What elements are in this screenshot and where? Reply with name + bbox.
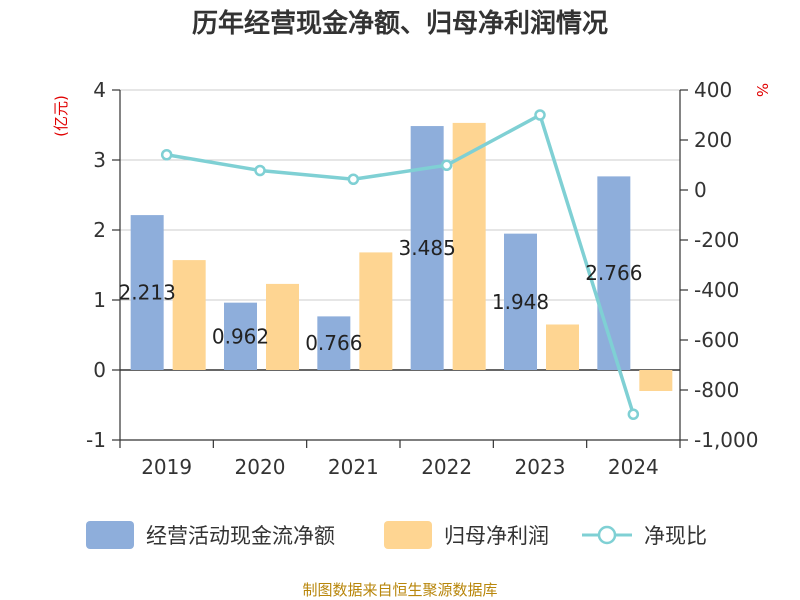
right-tick-label: 200 [694,128,732,152]
line-layer [160,109,640,420]
point-cash-ratio [627,408,640,420]
left-tick-label: 1 [93,288,106,312]
right-tick-label: 400 [694,78,732,102]
point-cash-ratio [440,159,453,171]
chart-title: 历年经营现金净额、归母净利润情况 [192,8,608,39]
x-tick-label: 2020 [235,455,286,479]
line-cash-ratio [166,112,636,415]
legend-label-operating-cash-flow: 经营活动现金流净额 [146,524,335,548]
data-label-operating-cash-flow: 0.962 [212,324,269,348]
axis-layer: 4 3 2 1 0 -1 400 200 0 -200 -400 -600 -800 -1,000 2019… [86,78,758,479]
bar-net-profit [266,283,299,370]
right-tick-label: -600 [694,328,739,352]
bar-layer [130,122,673,391]
right-tick-label: -800 [694,378,739,402]
x-tick-label: 2022 [421,455,472,479]
legend-marker-cash-ratio [597,525,617,545]
point-cash-ratio [347,173,360,185]
legend-label-cash-ratio: 净现比 [644,524,707,548]
data-label-operating-cash-flow: 2.213 [119,281,176,305]
legend-swatch-operating-cash-flow [86,521,134,549]
bar-net-profit [639,370,673,391]
left-axis-unit: (亿元) [52,95,70,137]
right-tick-label: -400 [694,278,739,302]
bar-net-profit [546,324,579,370]
data-label-operating-cash-flow: 3.485 [399,236,456,260]
point-cash-ratio [160,149,173,161]
data-label-operating-cash-flow: 0.766 [305,331,362,355]
point-cash-ratio [254,164,266,177]
label-layer: 2.213 0.962 0.766 3.485 1.948 2.766 [119,236,643,355]
bar-operating-cash-flow [224,302,257,370]
bar-operating-cash-flow [504,233,537,370]
bar-operating-cash-flow [597,176,631,370]
bar-operating-cash-flow [130,215,164,370]
x-tick-label: 2019 [141,455,192,479]
right-tick-label: -1,000 [694,428,758,452]
x-tick-label: 2024 [608,455,659,479]
x-tick-label: 2021 [328,455,379,479]
data-source: 制图数据来自恒生聚源数据库 [302,581,497,599]
right-tick-label: 0 [694,178,707,202]
point-cash-ratio [534,109,546,121]
left-tick-label: 3 [93,148,106,172]
left-tick-label: 2 [93,218,106,242]
bar-net-profit [359,252,393,370]
data-label-operating-cash-flow: 2.766 [585,261,642,285]
right-axis-unit: % [753,83,771,97]
x-tick-label: 2023 [515,455,566,479]
right-tick-label: -200 [694,228,739,252]
bar-net-profit [172,260,206,370]
legend: 经营活动现金流净额 归母净利润 净现比 [86,521,707,549]
bar-operating-cash-flow [317,316,351,370]
left-tick-label: 0 [93,358,106,382]
left-tick-label: 4 [93,78,106,102]
legend-label-net-profit: 归母净利润 [444,524,549,548]
left-tick-label: -1 [86,428,106,452]
data-label-operating-cash-flow: 1.948 [492,290,549,314]
legend-swatch-net-profit [384,521,432,549]
bar-net-profit [452,122,486,371]
